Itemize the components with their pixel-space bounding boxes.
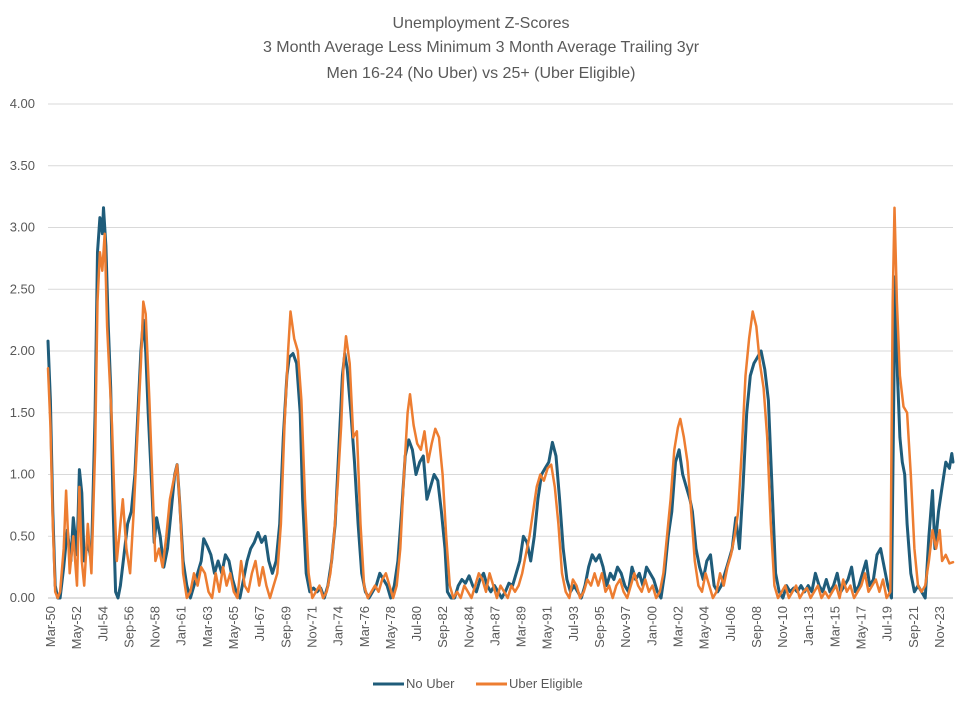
x-tick-label: Jul-67	[252, 606, 267, 641]
x-tick-label: Jul-54	[95, 606, 110, 641]
x-tick-label: Mar-76	[357, 606, 372, 647]
y-tick-label: 3.00	[10, 220, 35, 235]
x-tick-label: Jan-00	[644, 606, 659, 646]
x-tick-label: Nov-10	[775, 606, 790, 648]
y-tick-label: 4.00	[10, 96, 35, 111]
x-tick-label: May-65	[226, 606, 241, 649]
x-tick-label: Sep-82	[435, 606, 450, 648]
x-tick-label: May-52	[69, 606, 84, 649]
data-series	[46, 206, 955, 600]
x-tick-label: Jan-87	[487, 606, 502, 646]
gridlines	[48, 103, 953, 599]
x-tick-label: Jan-74	[331, 606, 346, 646]
series-line-no-uber	[46, 206, 955, 600]
x-tick-label: Mar-89	[514, 606, 529, 647]
x-tick-label: Nov-23	[932, 606, 947, 648]
x-tick-label: Mar-02	[671, 606, 686, 647]
x-tick-label: May-17	[853, 606, 868, 649]
x-tick-label: Jul-80	[409, 606, 424, 641]
x-tick-label: May-91	[540, 606, 555, 649]
x-tick-label: May-04	[697, 606, 712, 649]
x-tick-label: Nov-97	[618, 606, 633, 648]
x-tick-label: Sep-56	[121, 606, 136, 648]
chart-subtitle-line-1: 3 Month Average Less Minimum 3 Month Ave…	[263, 39, 700, 56]
y-axis-tick-labels: 0.00 0.50 1.00 1.50 2.00 2.50 3.00 3.50 4.00	[10, 96, 35, 605]
y-tick-label: 1.50	[10, 405, 35, 420]
x-tick-label: Nov-71	[304, 606, 319, 648]
x-tick-label: Mar-15	[827, 606, 842, 647]
legend-label-no-uber: No Uber	[406, 676, 455, 691]
x-tick-label: Jan-13	[801, 606, 816, 646]
x-tick-label: Jul-06	[723, 606, 738, 641]
x-tick-label: Jul-19	[880, 606, 895, 641]
y-tick-label: 2.00	[10, 343, 35, 358]
x-tick-label: Sep-69	[278, 606, 293, 648]
y-tick-label: 3.50	[10, 158, 35, 173]
chart-subtitle-line-2: Men 16-24 (No Uber) vs 25+ (Uber Eligibl…	[326, 65, 635, 82]
x-tick-label: Nov-84	[461, 606, 476, 648]
x-tick-label: Jan-61	[174, 606, 189, 646]
x-axis-tick-labels: Mar-50 May-52 Jul-54 Sep-56 Nov-58 Jan-61 Mar-…	[43, 606, 947, 649]
y-tick-label: 0.50	[10, 528, 35, 543]
series-line-uber-eligible	[46, 206, 955, 600]
legend: No Uber Uber Eligible	[373, 676, 583, 691]
y-tick-label: 0.00	[10, 590, 35, 605]
legend-label-uber-eligible: Uber Eligible	[509, 676, 583, 691]
x-tick-label: Sep-95	[592, 606, 607, 648]
x-tick-label: Jul-93	[566, 606, 581, 641]
chart-title: Unemployment Z-Scores	[393, 15, 570, 32]
x-tick-label: Sep-08	[749, 606, 764, 648]
x-tick-label: Nov-58	[148, 606, 163, 648]
x-tick-label: May-78	[383, 606, 398, 649]
x-tick-label: Sep-21	[906, 606, 921, 648]
x-tick-label: Mar-50	[43, 606, 58, 647]
x-tick-label: Mar-63	[200, 606, 215, 647]
y-tick-label: 1.00	[10, 467, 35, 482]
y-tick-label: 2.50	[10, 281, 35, 296]
